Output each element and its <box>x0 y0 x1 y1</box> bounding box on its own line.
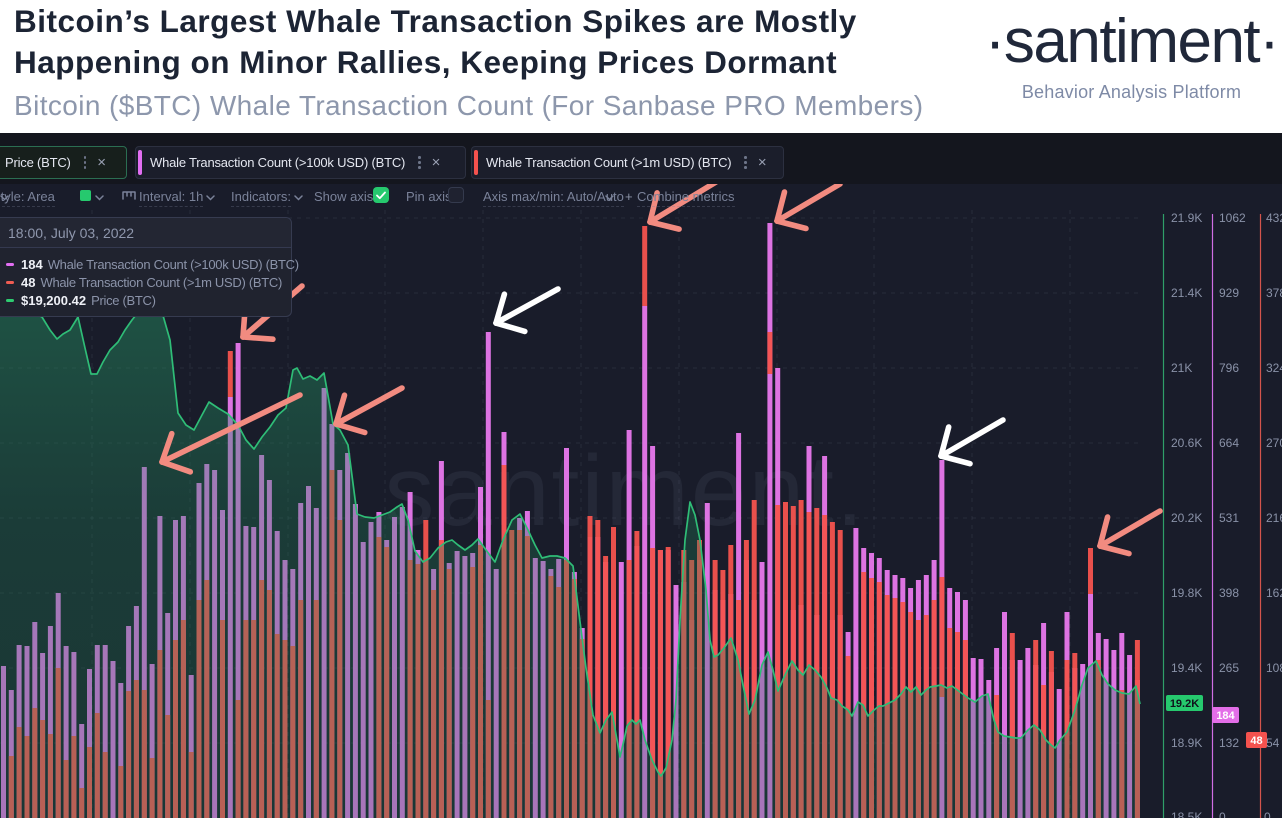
svg-text:796: 796 <box>1219 361 1239 375</box>
svg-text:21.4K: 21.4K <box>1171 286 1202 300</box>
svg-text:664: 664 <box>1219 436 1239 450</box>
svg-text:184: 184 <box>1216 710 1235 722</box>
svg-text:398: 398 <box>1219 586 1239 600</box>
svg-text:432: 432 <box>1266 211 1282 225</box>
svg-text:1062: 1062 <box>1219 211 1246 225</box>
svg-text:0: 0 <box>1264 810 1271 818</box>
svg-text:21K: 21K <box>1171 361 1192 375</box>
svg-text:48: 48 <box>1250 735 1262 747</box>
svg-text:18.5K: 18.5K <box>1171 810 1202 818</box>
svg-text:0: 0 <box>1219 810 1226 818</box>
svg-text:216: 216 <box>1266 511 1282 525</box>
svg-text:20.6K: 20.6K <box>1171 436 1202 450</box>
svg-text:108: 108 <box>1266 661 1282 675</box>
svg-text:929: 929 <box>1219 286 1239 300</box>
svg-text:18.9K: 18.9K <box>1171 736 1202 750</box>
svg-text:54: 54 <box>1266 736 1280 750</box>
svg-text:324: 324 <box>1266 361 1282 375</box>
svg-text:531: 531 <box>1219 511 1239 525</box>
svg-text:270: 270 <box>1266 436 1282 450</box>
svg-text:19.8K: 19.8K <box>1171 586 1202 600</box>
svg-text:378: 378 <box>1266 286 1282 300</box>
svg-text:20.2K: 20.2K <box>1171 511 1202 525</box>
svg-text:132: 132 <box>1219 736 1239 750</box>
svg-text:19.4K: 19.4K <box>1171 661 1202 675</box>
svg-text:265: 265 <box>1219 661 1239 675</box>
svg-text:21.9K: 21.9K <box>1171 211 1202 225</box>
svg-text:162: 162 <box>1266 586 1282 600</box>
svg-text:19.2K: 19.2K <box>1170 698 1199 710</box>
